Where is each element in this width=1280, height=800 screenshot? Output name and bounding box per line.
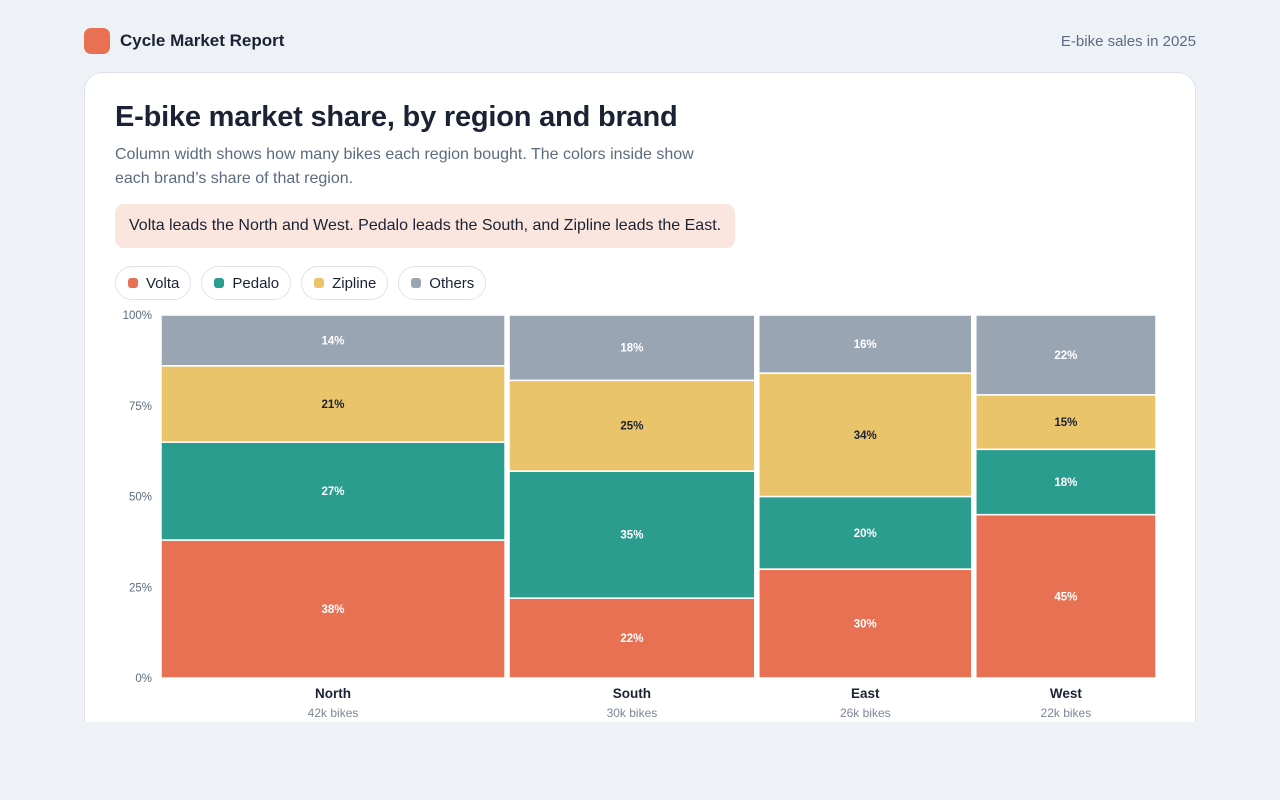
segment-value-label: 21% [322,399,345,411]
legend-label: Pedalo [232,274,280,292]
segment-pedalo-east [758,495,973,570]
marimekko-chart: 0% 25% 50% 75% 100% 38% 27% 21% 14% North 42k bike… [123,310,1157,720]
segment-value-label: 22% [620,633,643,645]
y-tick-label: 25% [129,582,152,594]
segment-others-south [508,314,756,382]
app-logo-icon [84,28,110,54]
insight-callout: Volta leads the North and West. Pedalo l… [115,204,736,248]
segment-value-label: 16% [854,339,877,351]
y-tick-label: 50% [129,492,152,504]
segment-pedalo-south [508,470,756,599]
segment-value-label: 38% [322,604,345,616]
y-tick-label: 75% [129,401,152,413]
category-sublabel: 26k bikes [840,706,891,720]
segment-value-label: 35% [620,530,643,542]
legend-swatch-icon [214,278,225,288]
segment-value-label: 20% [854,528,877,540]
category-label: South [613,686,651,701]
category-sublabel: 42k bikes [308,706,359,720]
legend: Volta Pedalo Zipline Others [115,266,487,300]
chart-card: E-bike market share, by region and brand… [84,72,1196,722]
segment-pedalo-west [975,448,1157,516]
segment-others-north [160,314,506,367]
category-label: East [851,686,880,701]
segment-value-label: 30% [854,619,877,631]
legend-item-others[interactable]: Others [398,266,487,300]
app-title: Cycle Market Report [120,31,285,50]
legend-label: Others [429,274,475,292]
legend-item-pedalo[interactable]: Pedalo [201,266,292,300]
segment-value-label: 15% [1054,417,1077,429]
segment-zipline-south [508,379,756,472]
legend-item-volta[interactable]: Volta [115,266,192,300]
category-sublabel: 30k bikes [607,706,658,720]
segment-value-label: 25% [620,421,643,433]
segment-others-east [758,314,973,374]
legend-item-zipline[interactable]: Zipline [301,266,389,300]
segment-value-label: 18% [620,343,643,355]
segment-value-label: 45% [1054,591,1077,603]
segment-value-label: 22% [1054,350,1077,362]
segment-volta-west [975,513,1157,679]
segment-volta-east [758,568,973,679]
segment-zipline-west [975,394,1157,451]
segment-pedalo-north [160,441,506,541]
chart-title: E-bike market share, by region and brand [115,101,678,133]
category-label: North [315,686,351,701]
top-bar: Cycle Market Report E-bike sales in 2025 [84,28,1196,54]
legend-swatch-icon [411,278,422,288]
legend-swatch-icon [128,278,138,288]
segment-volta-south [508,597,756,679]
segment-value-label: 34% [854,430,877,442]
brand: Cycle Market Report [84,28,284,54]
legend-label: Volta [146,274,180,292]
chart-subtitle: Column width shows how many bikes each r… [115,146,694,187]
legend-swatch-icon [314,278,325,288]
segment-value-label: 27% [322,486,345,498]
segment-zipline-north [160,365,506,443]
legend-label: Zipline [332,274,377,292]
category-label: West [1050,686,1083,701]
segment-volta-north [160,539,506,679]
segment-value-label: 14% [322,335,345,347]
segment-value-label: 18% [1054,477,1077,489]
segment-others-west [975,314,1157,396]
category-sublabel: 22k bikes [1041,706,1092,720]
y-tick-label: 0% [135,673,152,685]
y-tick-label: 100% [123,310,152,322]
report-context: E-bike sales in 2025 [1060,32,1196,50]
